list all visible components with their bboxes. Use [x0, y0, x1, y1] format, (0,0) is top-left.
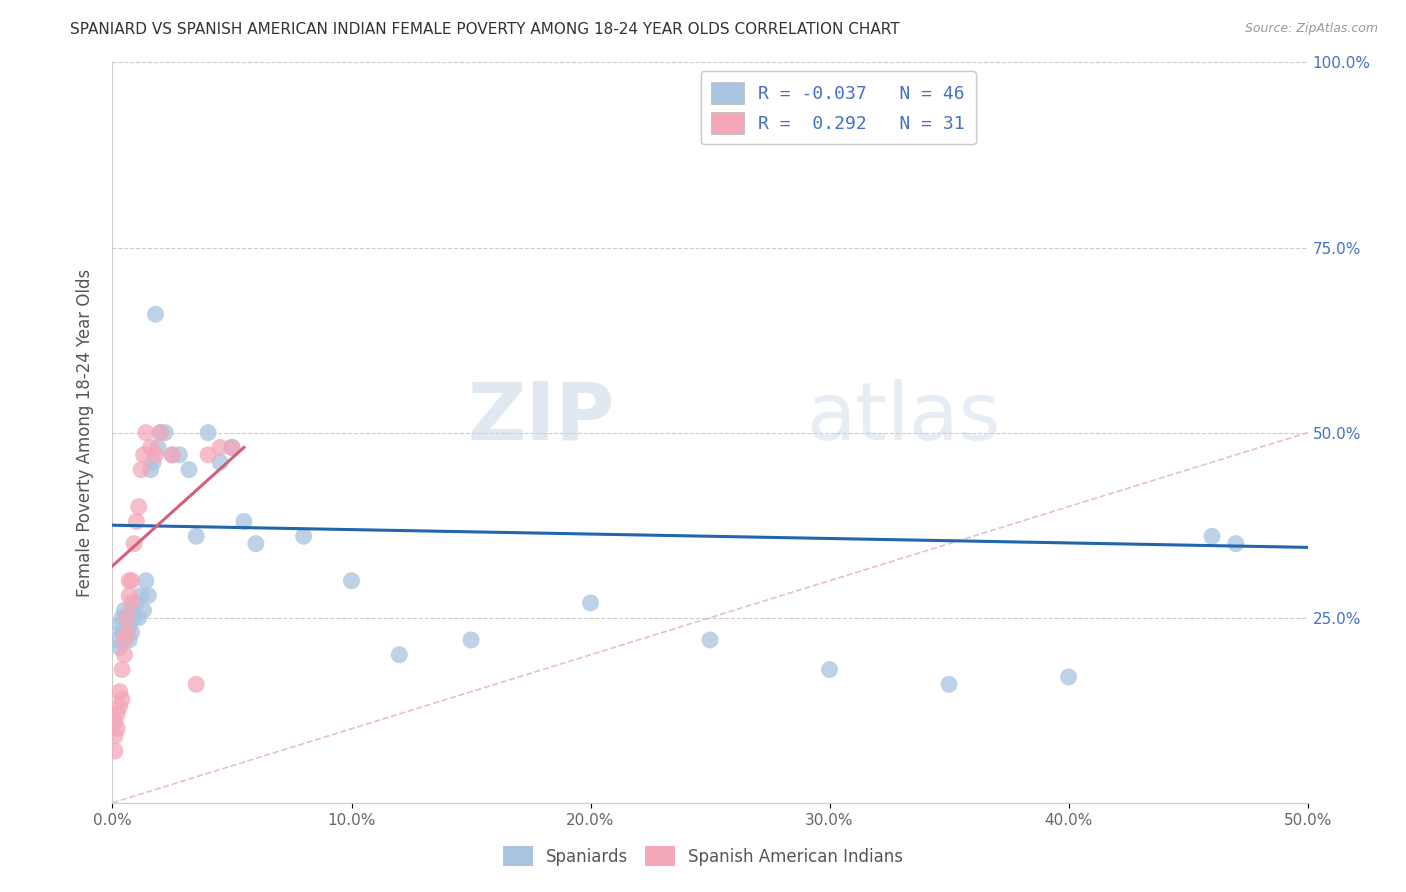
Point	[129, 462, 152, 476]
Point	[1201, 529, 1223, 543]
Point	[197, 425, 219, 440]
Point	[125, 515, 148, 529]
Point	[146, 441, 169, 455]
Point	[197, 448, 219, 462]
Point	[111, 610, 134, 624]
Point	[153, 425, 176, 440]
Point	[162, 448, 183, 462]
Point	[221, 441, 243, 455]
Point	[114, 603, 135, 617]
Point	[209, 455, 232, 469]
Point	[340, 574, 363, 588]
Point	[111, 625, 134, 640]
Point	[579, 596, 602, 610]
Text: SPANIARD VS SPANISH AMERICAN INDIAN FEMALE POVERTY AMONG 18-24 YEAR OLDS CORRELA: SPANIARD VS SPANISH AMERICAN INDIAN FEMA…	[70, 22, 900, 37]
Point	[149, 425, 172, 440]
Point	[115, 610, 138, 624]
Point	[121, 596, 143, 610]
Point	[142, 455, 165, 469]
Point	[139, 441, 162, 455]
Point	[118, 618, 141, 632]
Point	[104, 744, 127, 758]
Point	[108, 640, 131, 655]
Point	[209, 441, 232, 455]
Point	[115, 625, 138, 640]
Point	[115, 625, 138, 640]
Point	[122, 610, 145, 624]
Point	[1225, 536, 1247, 550]
Point	[105, 706, 128, 721]
Point	[108, 618, 131, 632]
Point	[938, 677, 960, 691]
Point	[121, 574, 143, 588]
Legend: R = -0.037   N = 46, R =  0.292   N = 31: R = -0.037 N = 46, R = 0.292 N = 31	[700, 71, 976, 145]
Point	[129, 589, 152, 603]
Point	[111, 692, 134, 706]
Point	[145, 448, 167, 462]
Point	[233, 515, 256, 529]
Point	[138, 589, 160, 603]
Point	[145, 307, 167, 321]
Point	[125, 596, 148, 610]
Point	[118, 632, 141, 647]
Point	[1057, 670, 1080, 684]
Text: Source: ZipAtlas.com: Source: ZipAtlas.com	[1244, 22, 1378, 36]
Point	[132, 603, 155, 617]
Point	[177, 462, 200, 476]
Point	[139, 462, 162, 476]
Point	[388, 648, 411, 662]
Point	[121, 603, 143, 617]
Point	[128, 500, 150, 514]
Legend: Spaniards, Spanish American Indians: Spaniards, Spanish American Indians	[495, 838, 911, 875]
Point	[122, 536, 145, 550]
Point	[104, 729, 127, 743]
Point	[115, 610, 138, 624]
Point	[108, 699, 131, 714]
Point	[132, 448, 155, 462]
Point	[162, 448, 183, 462]
Point	[699, 632, 721, 647]
Point	[128, 610, 150, 624]
Point	[818, 663, 841, 677]
Point	[114, 632, 135, 647]
Point	[105, 632, 128, 647]
Point	[460, 632, 482, 647]
Point	[118, 589, 141, 603]
Point	[135, 425, 157, 440]
Y-axis label: Female Poverty Among 18-24 Year Olds: Female Poverty Among 18-24 Year Olds	[76, 268, 94, 597]
Point	[114, 648, 135, 662]
Point	[108, 685, 131, 699]
Text: atlas: atlas	[806, 379, 1000, 457]
Point	[105, 722, 128, 736]
Point	[111, 663, 134, 677]
Point	[114, 632, 135, 647]
Point	[245, 536, 267, 550]
Point	[104, 714, 127, 729]
Text: ZIP: ZIP	[467, 379, 614, 457]
Point	[221, 441, 243, 455]
Point	[169, 448, 191, 462]
Point	[118, 574, 141, 588]
Point	[292, 529, 315, 543]
Point	[135, 574, 157, 588]
Point	[186, 677, 208, 691]
Point	[186, 529, 208, 543]
Point	[121, 625, 143, 640]
Point	[149, 425, 172, 440]
